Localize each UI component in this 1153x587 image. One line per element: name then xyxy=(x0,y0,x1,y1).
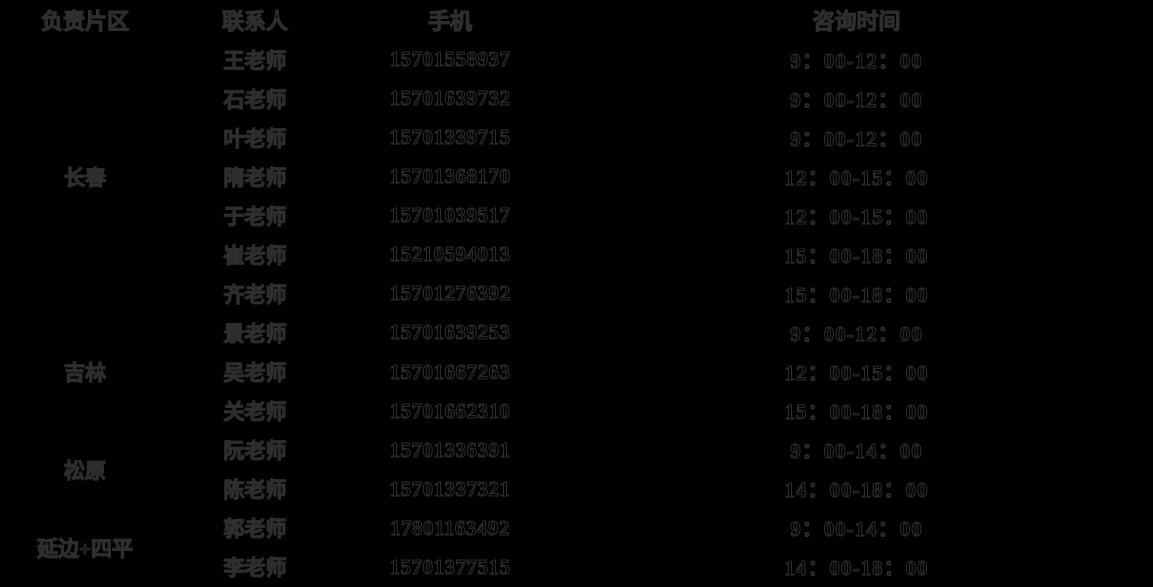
time-cell: 15：00-18：00 xyxy=(784,400,929,425)
contact-name-cell: 陈老师 xyxy=(223,478,287,503)
table-row: 延边+四平 郭老师 17801163492 9：00-14：00 xyxy=(0,509,1153,561)
header-row: 负责片区 联系人 手机 咨询时间 xyxy=(0,0,1153,40)
contact-name-cell: 吴老师 xyxy=(223,361,287,386)
time-cell: 9：00-12：00 xyxy=(790,126,923,151)
region-cell: 延边+四平 xyxy=(37,536,134,561)
table-row: 李老师 15701377515 14：00-18：00 xyxy=(0,548,1153,587)
time-cell: 9：00-12：00 xyxy=(790,48,923,73)
region-cell: 松原 xyxy=(64,458,107,483)
time-cell: 14：00-18：00 xyxy=(784,478,929,503)
phone-cell: 15701667263 xyxy=(389,359,511,384)
table-row: 吴老师 15701667263 12：00-15：00 xyxy=(0,353,1153,392)
table-body: 长春 王老师 15701558937 9：00-12：00 石老师 15701639732… xyxy=(0,40,1153,587)
table-row: 齐老师 15701276392 15：00-18：00 xyxy=(0,274,1153,313)
contact-name-cell: 隋老师 xyxy=(223,165,287,190)
table-row: 吉林 景老师 15701639253 9：00-12：00 xyxy=(0,313,1153,386)
table-row: 于老师 15701039517 12：00-15：00 xyxy=(0,196,1153,235)
table-row: 石老师 15701639732 9：00-12：00 xyxy=(0,79,1153,118)
phone-cell: 15701377515 xyxy=(389,554,511,579)
phone-cell: 15701039517 xyxy=(389,203,511,228)
contact-name-cell: 石老师 xyxy=(223,87,287,112)
contact-name-cell: 齐老师 xyxy=(223,282,287,307)
table-row: 陈老师 15701337321 14：00-18：00 xyxy=(0,470,1153,509)
table-row: 叶老师 15701339715 9：00-12：00 xyxy=(0,118,1153,157)
phone-cell: 15701662310 xyxy=(389,398,511,423)
phone-cell: 15701639732 xyxy=(389,86,511,111)
table-row: 崔老师 15210594013 15：00-18：00 xyxy=(0,235,1153,274)
time-cell: 15：00-18：00 xyxy=(784,243,929,268)
contact-name-cell: 李老师 xyxy=(223,556,287,581)
time-cell: 14：00-18：00 xyxy=(784,556,929,581)
contact-name-cell: 阮老师 xyxy=(223,439,287,464)
header-phone: 手机 xyxy=(427,9,472,35)
time-cell: 12：00-15：00 xyxy=(784,361,929,386)
contact-name-cell: 于老师 xyxy=(223,204,287,229)
table-row: 松原 阮老师 15701336391 9：00-14：00 xyxy=(0,431,1153,483)
phone-cell: 15701368170 xyxy=(389,164,511,189)
phone-cell: 15210594013 xyxy=(389,242,511,267)
header-region: 负责片区 xyxy=(40,9,129,35)
phone-cell: 15701339715 xyxy=(389,125,511,150)
time-cell: 12：00-15：00 xyxy=(784,204,929,229)
time-cell: 12：00-15：00 xyxy=(784,165,929,190)
time-cell: 9：00-12：00 xyxy=(790,321,923,346)
time-cell: 9：00-14：00 xyxy=(790,517,923,542)
time-cell: 9：00-14：00 xyxy=(790,439,923,464)
header-contact: 联系人 xyxy=(221,9,288,35)
phone-cell: 15701558937 xyxy=(389,47,511,72)
phone-cell: 15701639253 xyxy=(389,320,511,345)
contact-name-cell: 叶老师 xyxy=(223,126,287,151)
phone-cell: 15701337321 xyxy=(389,476,511,501)
contact-name-cell: 崔老师 xyxy=(223,243,287,268)
header-time: 咨询时间 xyxy=(812,9,901,35)
table-row: 长春 王老师 15701558937 9：00-12：00 xyxy=(0,40,1153,191)
contact-name-cell: 王老师 xyxy=(223,48,287,73)
table-row: 关老师 15701662310 15：00-18：00 xyxy=(0,392,1153,431)
phone-cell: 15701276392 xyxy=(389,281,511,306)
phone-cell: 15701336391 xyxy=(389,437,511,462)
region-cell: 长春 xyxy=(64,165,107,190)
contact-name-cell: 郭老师 xyxy=(223,517,287,542)
phone-cell: 17801163492 xyxy=(390,515,510,540)
region-cell: 吉林 xyxy=(64,361,107,386)
contact-name-cell: 景老师 xyxy=(223,321,287,346)
contact-name-cell: 关老师 xyxy=(223,400,287,425)
table-row: 隋老师 15701368170 12：00-15：00 xyxy=(0,157,1153,196)
time-cell: 9：00-12：00 xyxy=(790,87,923,112)
time-cell: 15：00-18：00 xyxy=(784,282,929,307)
